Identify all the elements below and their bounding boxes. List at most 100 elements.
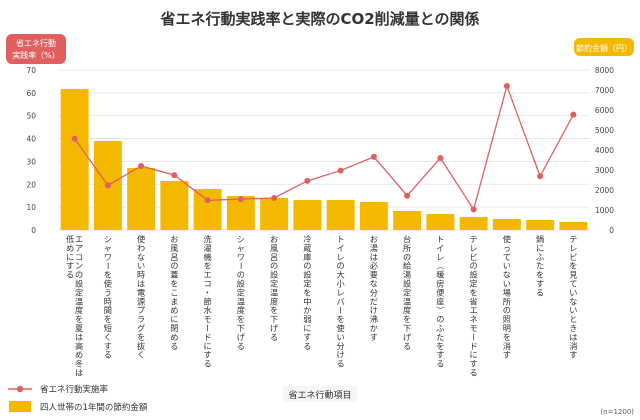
category-char: を	[170, 279, 178, 289]
category-char: テ	[569, 234, 577, 244]
category-char: 定	[403, 287, 411, 297]
category-char: イ	[436, 243, 444, 253]
category-char: 抜	[137, 341, 145, 351]
category-char: た	[536, 261, 544, 271]
category-char: め	[170, 332, 178, 342]
category-char: 明	[503, 323, 511, 333]
bar	[260, 198, 289, 230]
category-char: に	[170, 314, 178, 324]
category-char: い	[503, 261, 511, 271]
category-char: を	[337, 314, 345, 324]
bar	[559, 222, 588, 230]
category-char: を	[237, 314, 245, 324]
category-char: を	[137, 332, 145, 342]
category-char: シ	[237, 234, 245, 244]
category-char: る	[104, 350, 112, 360]
category-char: 所	[403, 243, 411, 253]
right-tick-label: 0	[609, 226, 614, 235]
line-point	[304, 177, 311, 184]
category-char: の	[337, 261, 345, 271]
bar	[426, 214, 455, 230]
category-char: げ	[270, 323, 279, 333]
category-char: ふ	[536, 252, 544, 262]
chart-title: 省エネ行動実践率と実際のCO2削減量との関係	[159, 10, 479, 28]
category-char: の	[75, 270, 83, 280]
category-char: 風	[170, 243, 178, 253]
category-char: る	[536, 287, 544, 297]
bar	[459, 217, 488, 230]
category-char: る	[270, 332, 278, 342]
category-char: 定	[470, 279, 478, 289]
category-char: 設	[303, 270, 311, 280]
category-char: 閉	[170, 323, 178, 333]
category-char: 機	[204, 252, 212, 262]
category-char: ネ	[470, 314, 478, 324]
category-char: る	[237, 341, 245, 351]
left-tick-label: 40	[26, 135, 36, 144]
bar	[193, 189, 222, 230]
line-point	[271, 195, 278, 201]
category-char: に	[66, 252, 74, 262]
category-char: 座	[436, 296, 444, 306]
category-char: は	[137, 279, 145, 289]
category-char: け	[337, 350, 345, 360]
category-char: す	[569, 350, 577, 360]
category-char: げ	[237, 332, 246, 342]
category-char: 温	[237, 296, 245, 306]
right-tick-label: 2000	[595, 186, 614, 195]
right-tick-label: 3000	[595, 166, 614, 175]
category-char: す	[303, 332, 311, 342]
category-char: の	[303, 261, 311, 271]
left-axis-label-line1: 省エネ行動	[16, 38, 56, 48]
category-char: ャ	[237, 243, 245, 253]
category-char: 要	[370, 270, 378, 280]
legend-bar-swatch	[9, 401, 31, 412]
category-char: は	[75, 332, 83, 342]
category-char: ー	[203, 324, 213, 332]
right-axis-badge	[574, 38, 634, 56]
category-char: に	[204, 341, 212, 351]
line-point	[370, 153, 377, 160]
category-char: の	[270, 261, 278, 271]
category-char: 使	[503, 234, 511, 244]
category-char: 台	[403, 234, 411, 244]
category-char: 設	[270, 270, 278, 280]
category-char: を	[270, 305, 278, 315]
category-char: レ	[337, 287, 345, 297]
category-char: す	[370, 332, 378, 342]
category-char: わ	[137, 243, 145, 253]
category-char: 鍋	[536, 234, 544, 244]
category-char: を	[104, 270, 112, 280]
bar	[160, 181, 189, 230]
legend-line-marker	[16, 385, 24, 393]
category-char: い	[337, 332, 345, 342]
line-point	[204, 197, 211, 204]
category-char: す	[536, 279, 544, 289]
category-char: 源	[137, 296, 145, 306]
category-char: る	[470, 368, 478, 378]
category-char: 大	[337, 270, 345, 280]
category-char: ま	[170, 296, 178, 306]
category-char: と	[569, 314, 577, 324]
category-char: を	[503, 332, 511, 342]
category-char: 消	[569, 341, 577, 351]
category-char: な	[503, 270, 511, 280]
category-char: す	[204, 350, 212, 360]
category-char: ン	[75, 261, 83, 271]
category-char: め	[66, 243, 74, 253]
category-char: エ	[75, 234, 83, 244]
line-point	[470, 206, 477, 213]
category-char: 湯	[403, 270, 411, 280]
line-point	[437, 155, 444, 161]
category-char: レ	[470, 243, 478, 253]
category-char: な	[370, 279, 378, 289]
category-char: 分	[370, 287, 378, 297]
